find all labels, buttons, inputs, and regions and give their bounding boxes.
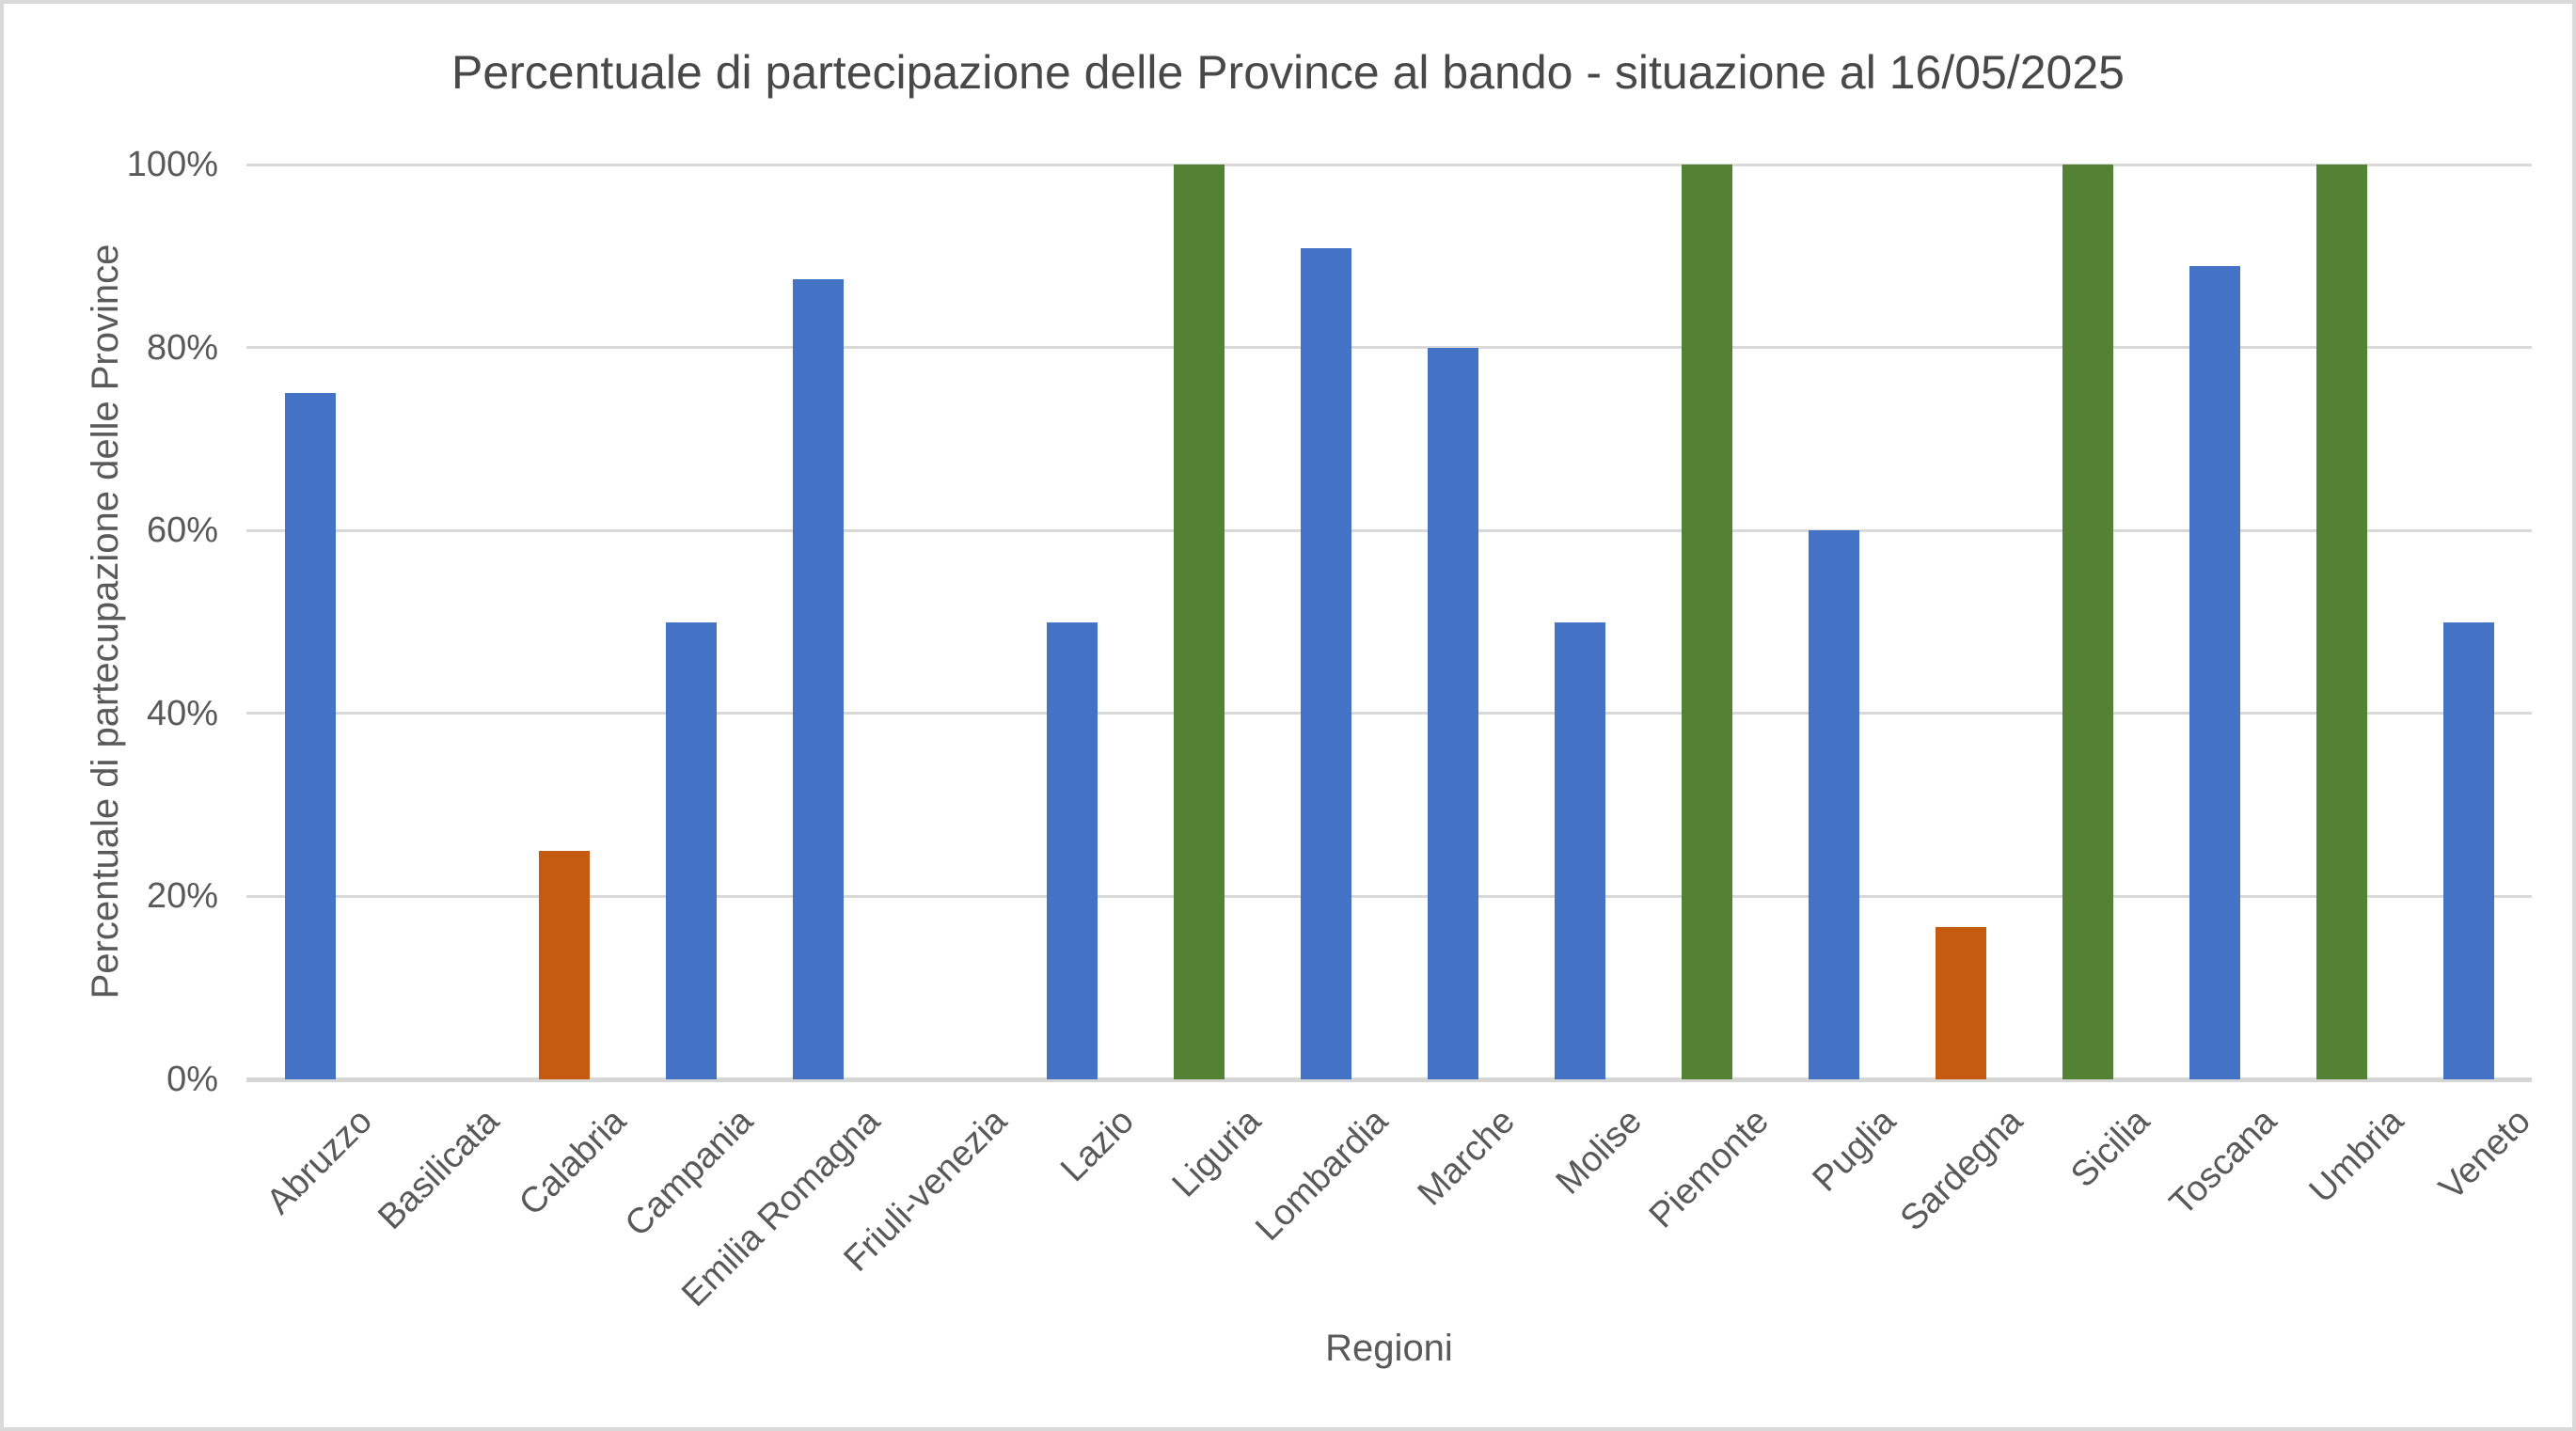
bar-piemonte (1681, 165, 1732, 1079)
gridline (246, 712, 2532, 716)
y-tick-label: 60% (146, 511, 218, 551)
gridline (246, 163, 2532, 166)
y-tick-label: 40% (146, 693, 218, 733)
bar-veneto (2442, 621, 2494, 1079)
bar-molise (1554, 621, 1605, 1079)
bar-marche (1427, 347, 1478, 1079)
bar-toscana (2189, 266, 2240, 1079)
bar-lazio (1046, 621, 1098, 1079)
bar-calabria (538, 850, 590, 1079)
bar-liguria (1173, 165, 1225, 1079)
y-tick-label: 20% (146, 876, 218, 917)
gridline (246, 346, 2532, 350)
chart-title: Percentuale di partecipazione delle Prov… (451, 46, 2125, 99)
plot-area (246, 163, 2532, 1082)
bar-campania (665, 621, 717, 1079)
bar-umbria (2315, 165, 2367, 1079)
gridline (246, 528, 2532, 532)
y-tick-label: 0% (166, 1060, 218, 1099)
x-axis-title: Regioni (1325, 1328, 1453, 1369)
y-tick-label: 80% (146, 327, 218, 368)
bar-sicilia (2062, 165, 2113, 1079)
y-tick-label: 100% (126, 145, 218, 184)
bar-sardegna (1935, 926, 1986, 1079)
bar-lombardia (1300, 247, 1351, 1079)
bar-abruzzo (284, 393, 336, 1079)
gridline (246, 894, 2532, 898)
x-axis-line (246, 1077, 2532, 1082)
bar-emilia-romagna (792, 278, 844, 1079)
bar-puglia (1808, 530, 1859, 1079)
y-axis-title: Percentuale di partecupazione delle Prov… (85, 244, 126, 999)
